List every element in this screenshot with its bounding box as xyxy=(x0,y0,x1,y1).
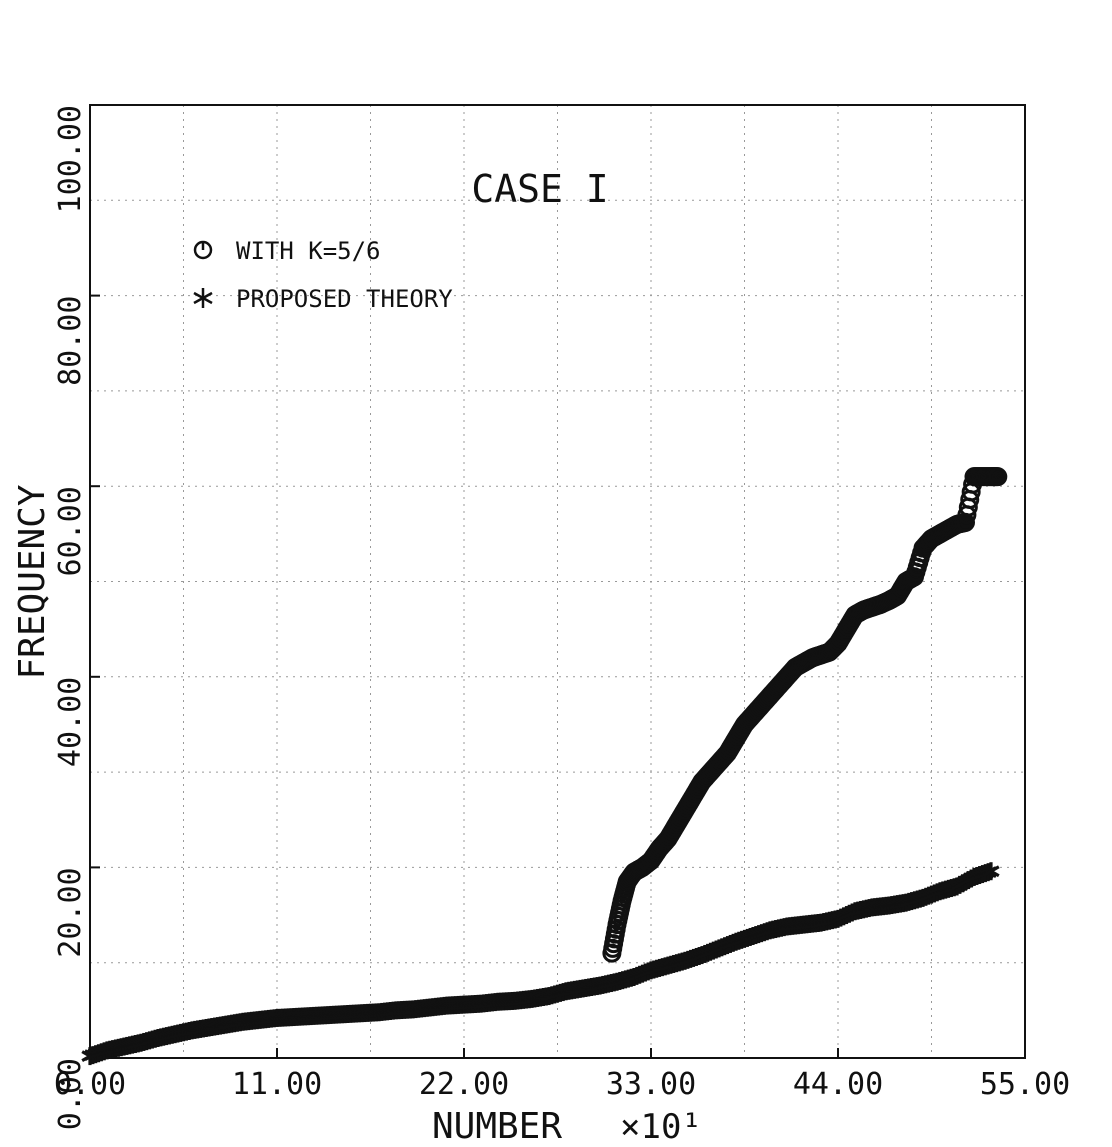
legend-asterisk-marker xyxy=(193,288,213,308)
y-tick-label: 60.00 xyxy=(53,486,88,576)
y-tick-label: 0.00 xyxy=(53,1058,88,1130)
x-tick-label: 44.00 xyxy=(793,1067,883,1102)
legend-label-proposed-theory: PROPOSED THEORY xyxy=(236,285,453,313)
x-axis-label: NUMBER xyxy=(432,1106,562,1147)
y-tick-label: 40.00 xyxy=(53,677,88,767)
x-tick-label: 33.00 xyxy=(606,1067,696,1102)
legend: WITH K=5/6 PROPOSED THEORY xyxy=(193,237,453,313)
plot-frame xyxy=(89,104,1026,1059)
y-tick-label: 100.00 xyxy=(53,105,88,213)
grid-lines xyxy=(90,105,1025,1058)
y-tick-label: 20.00 xyxy=(53,867,88,957)
x-axis-multiplier: ×10¹ xyxy=(620,1107,702,1147)
x-tick-label: 55.00 xyxy=(980,1067,1070,1102)
y-tick-label: 80.00 xyxy=(53,296,88,386)
x-tick-label: 11.00 xyxy=(232,1067,322,1102)
legend-label-with-k: WITH K=5/6 xyxy=(236,237,381,265)
series-asterisk xyxy=(81,862,1000,1066)
data-point xyxy=(982,862,1000,881)
legend-item-with-k: WITH K=5/6 xyxy=(193,237,381,265)
axis-ticks: 0.00 11.00 22.00 33.00 44.00 55.00 0.00 20.00 40… xyxy=(53,104,1070,1130)
legend-item-proposed-theory: PROPOSED THEORY xyxy=(193,285,453,313)
x-tick-label: 0.00 xyxy=(54,1067,126,1102)
data-point xyxy=(988,467,1008,487)
series-layer xyxy=(81,467,1008,1066)
y-axis-label: FREQUENCY xyxy=(12,484,53,679)
x-tick-label: 22.00 xyxy=(419,1067,509,1102)
chart-title: CASE I xyxy=(471,167,608,211)
series-circle xyxy=(602,467,1008,963)
